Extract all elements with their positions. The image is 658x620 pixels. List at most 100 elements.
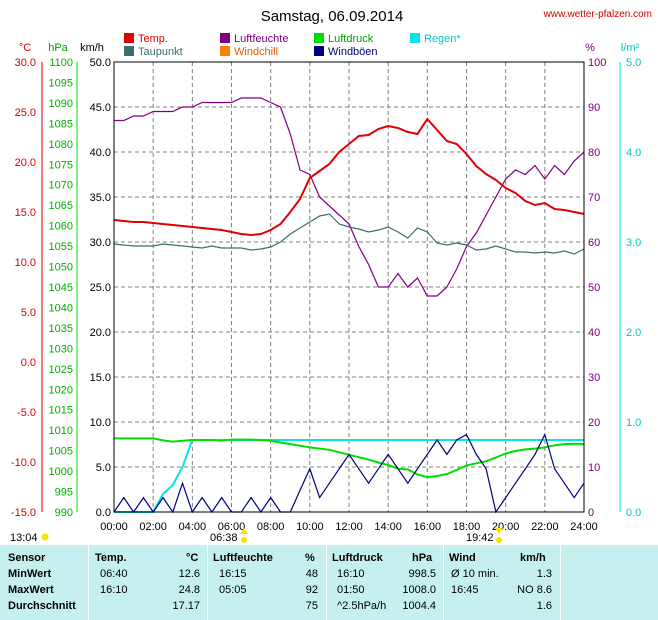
humidity-tick-label: 10 xyxy=(588,462,600,474)
humidity-tick-label: 20 xyxy=(588,417,600,429)
legend-label-regen: Regen* xyxy=(424,33,461,45)
pressure-tick-label: 1000 xyxy=(49,466,73,478)
wind-value: 1.3 xyxy=(536,568,552,580)
temp-time: 06:40 xyxy=(100,568,128,580)
temp-tick-label: 0.0 xyxy=(21,357,36,369)
pressure-value: 1004.4 xyxy=(402,600,436,612)
temp-tick-label: 5.0 xyxy=(21,307,36,319)
column-separator xyxy=(326,545,327,620)
legend-swatch-luftfeuchte xyxy=(220,33,230,43)
humidity-tick-label: 60 xyxy=(588,237,600,249)
plot-frame xyxy=(113,61,585,513)
pressure-tick-label: 1005 xyxy=(49,446,73,458)
pressure-tick-label: 1060 xyxy=(49,221,73,233)
rain-tick-label: 5.0 xyxy=(626,57,641,69)
series-line-luftfeuchte xyxy=(114,97,585,297)
legend-swatch-luftdruck xyxy=(314,33,324,43)
header-wind: Wind xyxy=(449,552,476,564)
pressure-tick-label: 995 xyxy=(55,487,73,499)
site-link[interactable]: www.wetter-pfalzen.com xyxy=(543,9,652,20)
grid xyxy=(114,62,584,512)
x-tick-label: 06:00 xyxy=(218,521,246,533)
wind-tick-label: 40.0 xyxy=(90,147,111,159)
daylight-label: 13:04 xyxy=(10,532,38,544)
unit-humidity: % xyxy=(585,42,595,54)
column-separator xyxy=(560,545,561,620)
header-wind-unit: km/h xyxy=(520,552,546,564)
x-tick-label: 22:00 xyxy=(531,521,559,533)
pressure-tick-label: 1095 xyxy=(49,77,73,89)
legend-swatch-regen xyxy=(410,33,420,43)
column-separator xyxy=(443,545,444,620)
pressure-value: 1008.0 xyxy=(402,584,436,596)
temp-tick-label: -15.0 xyxy=(11,507,36,519)
temp-tick-label: 10.0 xyxy=(15,257,36,269)
x-tick-label: 04:00 xyxy=(179,521,207,533)
unit-rain: l/m² xyxy=(621,42,640,54)
legend-label-windchill: Windchill xyxy=(234,46,278,58)
legend-label-luftfeuchte: Luftfeuchte xyxy=(234,33,288,45)
pressure-tick-label: 1025 xyxy=(49,364,73,376)
temp-tick-label: 30.0 xyxy=(15,57,36,69)
x-tick-label: 10:00 xyxy=(296,521,324,533)
wind-tick-label: 5.0 xyxy=(96,462,111,474)
unit-pressure: hPa xyxy=(48,42,68,54)
pressure-tick-label: 1045 xyxy=(49,282,73,294)
legend: Temp. Luftfeuchte Luftdruck Regen* Taupu… xyxy=(124,33,461,58)
temp-tick-label: 25.0 xyxy=(15,107,36,119)
humidity-time: 16:15 xyxy=(219,568,247,580)
sunset-marker-icon xyxy=(495,528,503,534)
pressure-tick-label: 1070 xyxy=(49,180,73,192)
wind-time: 16:45 xyxy=(451,584,479,596)
x-tick-label: 02:00 xyxy=(139,521,167,533)
pressure-value: 998.5 xyxy=(408,568,436,580)
wind-tick-label: 15.0 xyxy=(90,372,111,384)
pressure-tick-label: 1030 xyxy=(49,343,73,355)
pressure-time: 16:10 xyxy=(337,568,365,580)
legend-swatch-taupunkt xyxy=(124,46,134,56)
chart-title: Samstag, 06.09.2014 xyxy=(261,8,404,25)
rain-tick-label: 3.0 xyxy=(626,237,641,249)
wind-value: NO 8.6 xyxy=(517,584,552,596)
sunrise-label: 06:38 xyxy=(210,532,238,544)
wind-tick-label: 50.0 xyxy=(90,57,111,69)
series-lines xyxy=(113,97,585,514)
humidity-tick-label: 100 xyxy=(588,57,606,69)
temp-tick-label: -10.0 xyxy=(11,457,36,469)
pressure-tick-label: 1075 xyxy=(49,159,73,171)
unit-temp: °C xyxy=(19,42,31,54)
humidity-value: 92 xyxy=(305,584,318,596)
legend-label-windboeen: Windböen xyxy=(328,46,378,58)
pressure-tick-label: 1100 xyxy=(49,57,73,69)
pressure-time: ^2.5hPa/h xyxy=(337,600,387,612)
stats-header-row: Sensor Temp. °C Luftfeuchte % Luftdruck … xyxy=(0,551,658,567)
pressure-tick-label: 1050 xyxy=(49,262,73,274)
legend-swatch-windchill xyxy=(220,46,230,56)
weather-chart: Samstag, 06.09.2014 www.wetter-pfalzen.c… xyxy=(10,8,652,544)
row-label: MinWert xyxy=(8,568,52,580)
temp-value: 24.8 xyxy=(178,584,200,596)
sunrise-sun-icon xyxy=(241,537,247,543)
legend-label-temp: Temp. xyxy=(138,33,168,45)
humidity-time: 05:05 xyxy=(219,584,247,596)
x-tick-label: 20:00 xyxy=(492,521,520,533)
wind-tick-label: 35.0 xyxy=(90,192,111,204)
temp-value: 12.6 xyxy=(178,568,200,580)
wind-tick-label: 10.0 xyxy=(90,417,111,429)
wind-tick-label: 20.0 xyxy=(90,327,111,339)
sunrise-marker-icon xyxy=(240,528,248,534)
pressure-tick-label: 1015 xyxy=(49,405,73,417)
pressure-tick-label: 1065 xyxy=(49,200,73,212)
series-line-windböen xyxy=(113,432,585,514)
wind-tick-label: 25.0 xyxy=(90,282,111,294)
row-label: Durchschnitt xyxy=(8,600,76,612)
header-pressure-unit: hPa xyxy=(412,552,433,564)
wind-time: Ø 10 min. xyxy=(451,568,499,580)
x-tick-label: 16:00 xyxy=(414,521,442,533)
header-temp-unit: °C xyxy=(186,552,199,564)
rain-tick-label: 2.0 xyxy=(626,327,641,339)
header-humidity-unit: % xyxy=(305,552,315,564)
humidity-tick-label: 50 xyxy=(588,282,600,294)
x-tick-label: 14:00 xyxy=(374,521,402,533)
statistics-table: Sensor Temp. °C Luftfeuchte % Luftdruck … xyxy=(0,545,658,620)
